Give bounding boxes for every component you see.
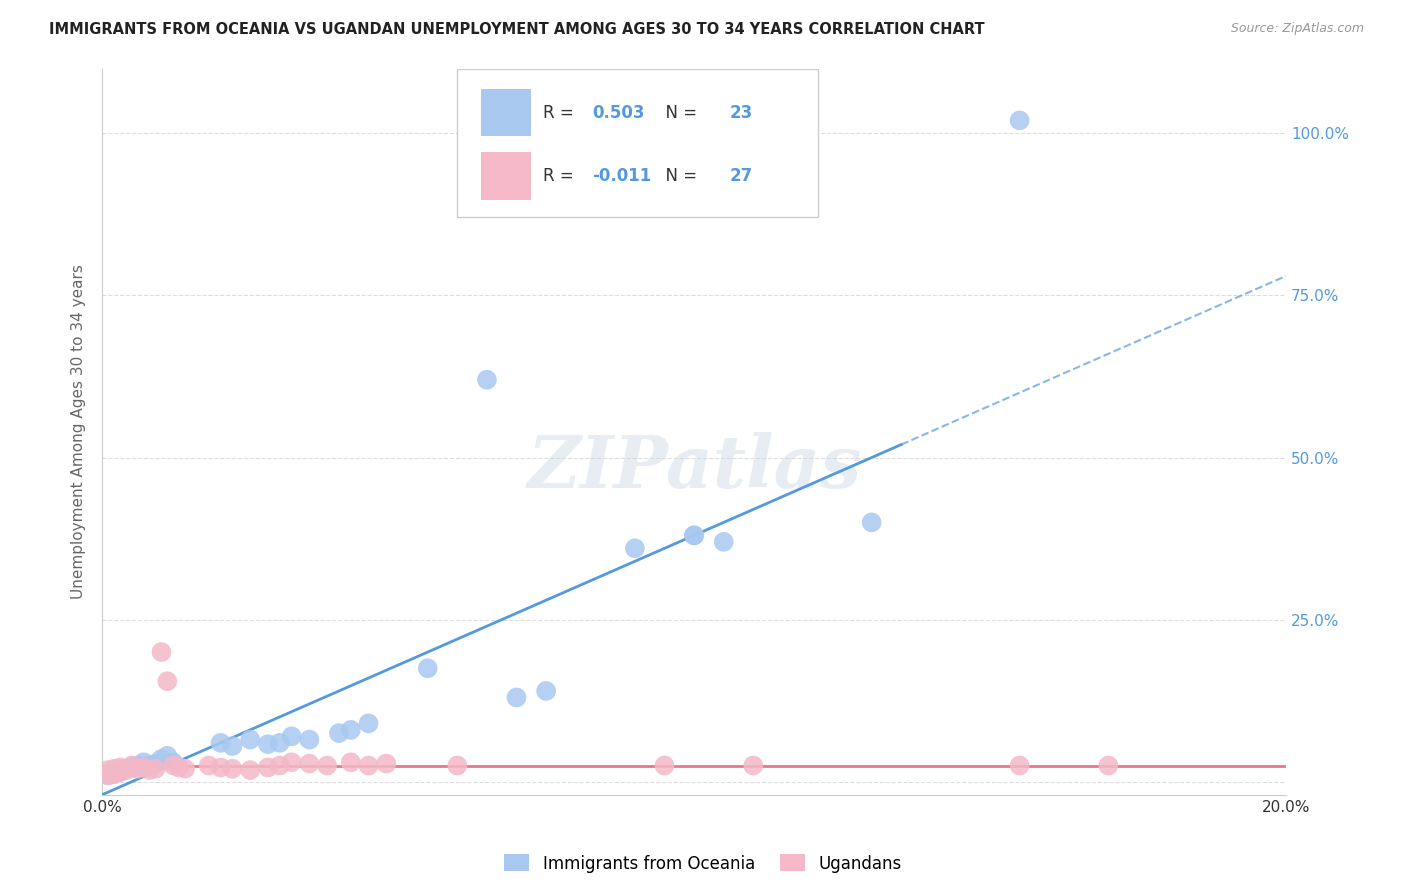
Text: 0.503: 0.503 xyxy=(592,103,645,121)
Text: Source: ZipAtlas.com: Source: ZipAtlas.com xyxy=(1230,22,1364,36)
Point xyxy=(475,373,498,387)
Point xyxy=(683,528,706,542)
Point xyxy=(257,760,280,774)
Y-axis label: Unemployment Among Ages 30 to 34 years: Unemployment Among Ages 30 to 34 years xyxy=(72,264,86,599)
Point xyxy=(132,760,155,774)
Point xyxy=(1008,113,1031,128)
Text: 23: 23 xyxy=(730,103,752,121)
Point xyxy=(221,762,243,776)
Point xyxy=(257,737,280,751)
Point xyxy=(145,756,167,771)
Point xyxy=(298,756,321,771)
Text: R =: R = xyxy=(543,167,578,185)
Point xyxy=(150,752,173,766)
Text: ZIPatlas: ZIPatlas xyxy=(527,433,860,503)
Point xyxy=(269,736,291,750)
FancyBboxPatch shape xyxy=(481,88,530,136)
Point xyxy=(221,739,243,753)
Point xyxy=(316,758,339,772)
Point xyxy=(340,756,363,770)
FancyBboxPatch shape xyxy=(457,69,818,218)
Point xyxy=(375,756,398,771)
Point xyxy=(115,762,138,776)
Point xyxy=(115,763,138,777)
Point xyxy=(416,661,439,675)
Point xyxy=(534,684,557,698)
Text: R =: R = xyxy=(543,103,578,121)
Point xyxy=(624,541,647,556)
Point xyxy=(280,729,302,743)
Point xyxy=(162,758,184,772)
Point xyxy=(150,645,173,659)
Point xyxy=(239,763,262,777)
Point xyxy=(127,758,149,772)
Point xyxy=(138,763,160,777)
Point xyxy=(654,758,676,772)
Point xyxy=(298,732,321,747)
Point xyxy=(108,764,131,779)
Text: -0.011: -0.011 xyxy=(592,167,651,185)
Point xyxy=(860,516,883,530)
Point xyxy=(340,723,363,737)
Point xyxy=(683,528,706,542)
Point xyxy=(121,760,143,774)
Point xyxy=(145,762,167,776)
Point xyxy=(156,674,179,689)
Text: N =: N = xyxy=(655,167,703,185)
Text: IMMIGRANTS FROM OCEANIA VS UGANDAN UNEMPLOYMENT AMONG AGES 30 TO 34 YEARS CORREL: IMMIGRANTS FROM OCEANIA VS UGANDAN UNEMP… xyxy=(49,22,984,37)
Point xyxy=(127,762,149,776)
Point xyxy=(97,768,120,782)
Point xyxy=(357,716,380,731)
Point xyxy=(197,758,219,772)
Point xyxy=(103,762,125,776)
Point xyxy=(156,748,179,763)
Point xyxy=(138,758,160,772)
FancyBboxPatch shape xyxy=(481,153,530,200)
Point xyxy=(97,768,120,782)
Text: 27: 27 xyxy=(730,167,752,185)
Point xyxy=(269,758,291,772)
Legend: Immigrants from Oceania, Ugandans: Immigrants from Oceania, Ugandans xyxy=(498,847,908,880)
Point xyxy=(103,767,125,781)
Point xyxy=(280,756,302,770)
Text: N =: N = xyxy=(655,103,703,121)
Point xyxy=(108,764,131,779)
Point xyxy=(174,762,197,776)
Point xyxy=(209,736,232,750)
Point xyxy=(167,760,190,774)
Point xyxy=(713,534,735,549)
Point xyxy=(742,758,765,772)
Point xyxy=(209,760,232,774)
Point xyxy=(162,756,184,770)
Point xyxy=(1097,758,1119,772)
Point xyxy=(328,726,350,740)
Point xyxy=(1008,758,1031,772)
Point xyxy=(97,763,120,777)
Point xyxy=(108,760,131,774)
Point xyxy=(446,758,468,772)
Point xyxy=(121,758,143,772)
Point xyxy=(103,767,125,781)
Point xyxy=(111,763,134,777)
Point xyxy=(505,690,527,705)
Point xyxy=(357,758,380,772)
Point xyxy=(239,732,262,747)
Point xyxy=(132,756,155,770)
